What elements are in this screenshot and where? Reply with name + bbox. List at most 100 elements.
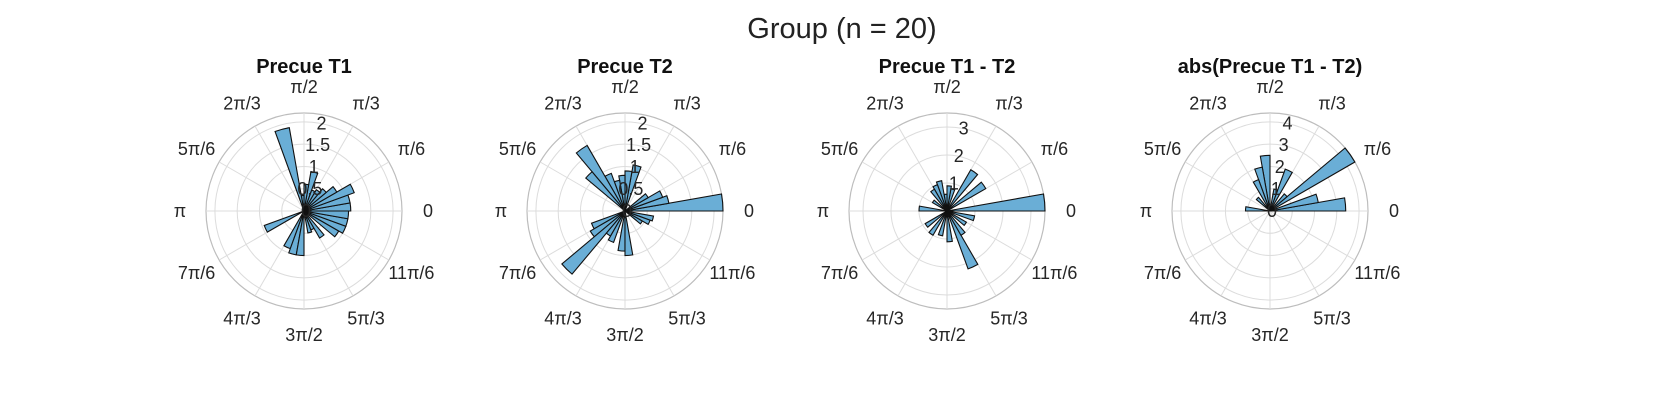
histogram-bar-11 bbox=[584, 170, 626, 212]
histogram-bar-10 bbox=[1255, 196, 1271, 212]
axes-title-1: Precue T1 bbox=[256, 56, 352, 78]
histogram-bar-5 bbox=[624, 164, 642, 212]
theta-tick-label: 11π/6 bbox=[1031, 263, 1077, 283]
r-tick-label: 0 bbox=[1267, 201, 1277, 221]
r-tick-label: 1.5 bbox=[626, 135, 651, 155]
theta-tick-label: π/2 bbox=[933, 77, 960, 97]
theta-grid-line bbox=[254, 125, 305, 212]
histogram-bar-11 bbox=[918, 205, 948, 212]
theta-tick-label: π/3 bbox=[673, 94, 700, 114]
histogram-bar-13 bbox=[928, 210, 948, 237]
polar-axes-1: 00.511.520π/6π/3π/22π/35π/6π7π/64π/33π/2… bbox=[174, 56, 435, 345]
histogram-bar-6 bbox=[1269, 188, 1279, 212]
histogram-bar-12 bbox=[924, 210, 948, 228]
r-tick-label: 3 bbox=[1279, 135, 1289, 155]
theta-grid-line bbox=[1269, 210, 1356, 261]
histogram-bar-5 bbox=[946, 185, 953, 212]
theta-tick-label: π/2 bbox=[611, 77, 638, 97]
theta-tick-label: 7π/6 bbox=[1144, 263, 1181, 283]
histogram-bar-19 bbox=[946, 210, 976, 222]
r-tick-label: 1 bbox=[309, 157, 319, 177]
theta-tick-label: π/6 bbox=[1041, 139, 1068, 159]
theta-tick-label: 5π/3 bbox=[668, 308, 705, 328]
histogram-bar-3 bbox=[946, 169, 979, 212]
histogram-bar-9 bbox=[303, 183, 310, 212]
theta-tick-label: π bbox=[817, 201, 829, 221]
theta-grid-line bbox=[624, 210, 675, 297]
theta-tick-label: π/6 bbox=[1364, 139, 1391, 159]
polar-axes-3: 1 2 3 0 π/6 π/3 π/2 2π/3 5π/6 π 7π/6 4π/3 3π/2 5π/3 11… bbox=[817, 56, 1078, 345]
theta-tick-label: 11π/6 bbox=[1354, 263, 1400, 283]
axes-title-2: Precue T2 bbox=[577, 56, 673, 78]
theta-tick-label: 3π/2 bbox=[285, 325, 322, 345]
histogram-bar-18 bbox=[303, 210, 325, 239]
histogram-bar-15 bbox=[295, 210, 305, 257]
histogram-bar-4 bbox=[303, 185, 338, 212]
theta-tick-label: 5π/6 bbox=[499, 139, 536, 159]
r-tick-label: 2 bbox=[1275, 157, 1285, 177]
histogram-bar-6 bbox=[624, 170, 633, 212]
r-tick-label: 1 bbox=[949, 173, 959, 193]
axes-title-4: abs(Precue T1 - T2) bbox=[1178, 56, 1363, 78]
theta-tick-label: 5π/3 bbox=[347, 308, 384, 328]
r-tick-label: 2 bbox=[637, 113, 647, 133]
theta-grid-line bbox=[218, 161, 305, 212]
theta-tick-label: 3π/2 bbox=[928, 325, 965, 345]
histogram-bar-21 bbox=[624, 210, 655, 222]
theta-tick-label: 0 bbox=[1389, 201, 1399, 221]
theta-tick-label: 0 bbox=[744, 201, 754, 221]
theta-tick-label: 2π/3 bbox=[223, 94, 260, 114]
theta-grid-line bbox=[624, 125, 675, 212]
theta-tick-label: 5π/3 bbox=[990, 308, 1027, 328]
histogram-bar-8 bbox=[303, 170, 319, 212]
histogram-bar-1 bbox=[946, 193, 1046, 212]
figure-title: Group (n = 20) bbox=[747, 13, 936, 45]
theta-tick-label: 5π/6 bbox=[1144, 139, 1181, 159]
axes-title-3: Precue T1 - T2 bbox=[879, 56, 1016, 78]
theta-tick-label: π/3 bbox=[1318, 94, 1345, 114]
histogram-bar-17 bbox=[946, 210, 966, 237]
theta-tick-label: 5π/6 bbox=[178, 139, 215, 159]
theta-grid-line bbox=[1220, 210, 1271, 297]
histogram-bar-11 bbox=[1244, 206, 1271, 212]
theta-tick-label: 3π/2 bbox=[1251, 325, 1288, 345]
theta-tick-label: 4π/3 bbox=[866, 308, 903, 328]
histogram-bar-10 bbox=[931, 199, 948, 212]
histogram-bar-11 bbox=[274, 127, 305, 212]
theta-tick-label: π/3 bbox=[995, 94, 1022, 114]
theta-tick-label: π/3 bbox=[352, 94, 379, 114]
theta-tick-label: 4π/3 bbox=[223, 308, 260, 328]
histogram-bar-12 bbox=[263, 210, 305, 233]
theta-tick-label: 0 bbox=[1066, 201, 1076, 221]
polar-axes-2: 00.511.520π/6π/3π/22π/35π/6π7π/64π/33π/2… bbox=[495, 56, 756, 345]
r-tick-label: 1 bbox=[1271, 179, 1281, 199]
histogram-bar-5 bbox=[1269, 168, 1294, 212]
histogram-bar-14 bbox=[937, 210, 948, 237]
r-tick-label: 1 bbox=[630, 157, 640, 177]
histogram-bar-16 bbox=[607, 210, 626, 244]
histogram-bar-22 bbox=[303, 210, 350, 220]
r-tick-label: 2 bbox=[954, 146, 964, 166]
r-tick-label: 0 bbox=[301, 201, 311, 221]
histogram-bar-2 bbox=[946, 181, 987, 212]
theta-tick-label: 5π/3 bbox=[1313, 308, 1350, 328]
theta-tick-label: 0 bbox=[423, 201, 433, 221]
theta-tick-label: 3π/2 bbox=[606, 325, 643, 345]
theta-tick-label: 11π/6 bbox=[388, 263, 434, 283]
histogram-bar-5 bbox=[303, 188, 327, 212]
histogram-bar-3 bbox=[1269, 147, 1356, 212]
theta-tick-label: 7π/6 bbox=[499, 263, 536, 283]
histogram-bar-4 bbox=[1269, 193, 1288, 212]
r-tick-label: 0.5 bbox=[618, 179, 643, 199]
r-tick-label: 1.5 bbox=[305, 135, 330, 155]
r-tick-label: 0.5 bbox=[297, 179, 322, 199]
theta-tick-label: π/6 bbox=[719, 139, 746, 159]
histogram-bar-9 bbox=[930, 188, 948, 212]
histogram-bar-9 bbox=[1252, 178, 1271, 212]
r-tick-label: 0 bbox=[622, 201, 632, 221]
theta-tick-label: 2π/3 bbox=[1189, 94, 1226, 114]
histogram-bar-18 bbox=[946, 210, 968, 227]
histogram-bar-2 bbox=[1269, 193, 1319, 212]
r-tick-label: 3 bbox=[959, 118, 969, 138]
histogram-bar-15 bbox=[946, 210, 953, 243]
